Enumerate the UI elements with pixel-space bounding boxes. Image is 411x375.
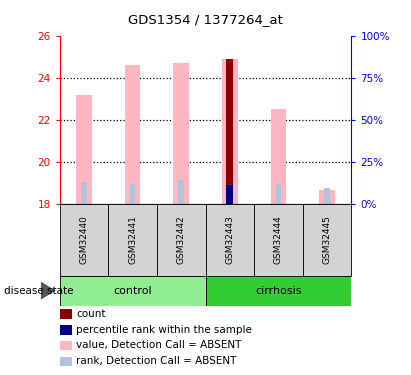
Bar [206,276,351,306]
Bar [226,185,233,204]
Bar [254,204,303,276]
Text: GSM32443: GSM32443 [225,216,234,264]
Bar [173,63,189,204]
Bar [178,180,184,204]
Bar [125,65,140,204]
Text: GSM32441: GSM32441 [128,216,137,264]
Text: GSM32445: GSM32445 [323,216,332,264]
Bar [227,185,233,204]
Bar [76,95,92,204]
Bar [60,204,108,276]
Text: cirrhosis: cirrhosis [255,286,302,296]
Text: GDS1354 / 1377264_at: GDS1354 / 1377264_at [128,13,283,26]
Polygon shape [41,282,56,300]
Text: GSM32440: GSM32440 [79,216,88,264]
Text: count: count [76,309,106,319]
Text: rank, Detection Call = ABSENT: rank, Detection Call = ABSENT [76,356,236,366]
Bar [324,188,330,204]
Bar [303,204,351,276]
Text: control: control [113,286,152,296]
Bar [222,59,238,204]
Text: GSM32442: GSM32442 [177,216,186,264]
Bar [275,184,282,204]
Bar [108,204,157,276]
Bar [60,276,206,306]
Text: disease state: disease state [4,286,74,296]
Text: value, Detection Call = ABSENT: value, Detection Call = ABSENT [76,340,241,350]
Bar [157,204,206,276]
Text: GSM32444: GSM32444 [274,216,283,264]
Bar [129,184,136,204]
Bar [226,59,233,204]
Bar [206,204,254,276]
Bar [319,190,335,204]
Bar [271,110,286,204]
Bar [81,182,87,204]
Text: percentile rank within the sample: percentile rank within the sample [76,325,252,334]
